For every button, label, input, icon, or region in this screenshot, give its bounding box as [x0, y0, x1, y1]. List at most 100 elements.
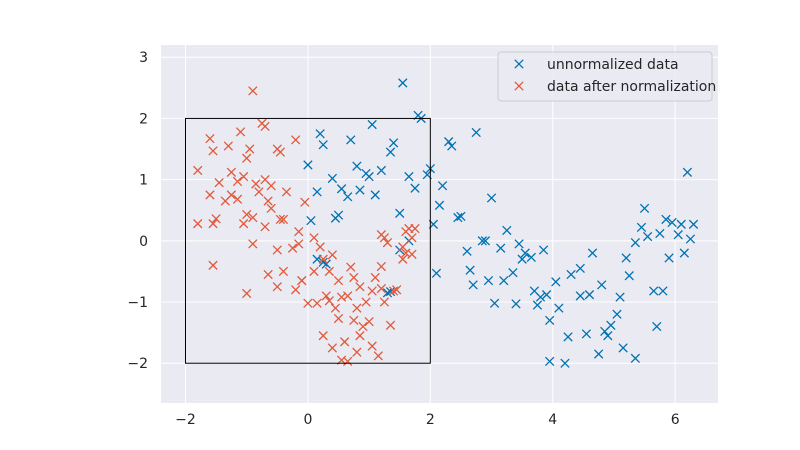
normalized-point	[355, 331, 365, 341]
unnormalized-point	[306, 215, 316, 226]
unnormalized-point	[688, 219, 699, 229]
normalized-point	[343, 356, 353, 367]
unnormalized-point	[520, 248, 530, 258]
unnormalized-point	[575, 263, 585, 274]
normalized-point	[232, 194, 243, 204]
normalized-point	[260, 222, 270, 232]
unnormalized-point	[410, 183, 420, 193]
x-tick-label: 6	[671, 412, 680, 428]
normalized-point	[364, 316, 374, 327]
normalized-point	[318, 331, 328, 341]
normalized-point	[290, 285, 301, 295]
unnormalized-point	[483, 275, 494, 286]
normalized-point	[205, 190, 215, 200]
unnormalized-point	[327, 173, 338, 184]
legend-markers	[514, 59, 524, 91]
normalized-point	[248, 86, 258, 96]
unnormalized-point	[667, 217, 677, 228]
unnormalized-point	[468, 280, 478, 290]
unnormalized-point	[489, 298, 500, 308]
normalized-point	[373, 351, 383, 361]
unnormalized-point	[649, 286, 659, 296]
normalized-point	[309, 266, 319, 277]
normalized-point	[333, 275, 344, 286]
normalized-point	[309, 233, 319, 243]
normalized-point	[272, 245, 282, 255]
unnormalized-point	[584, 290, 595, 300]
normalized-point	[382, 238, 393, 248]
unnormalized-point	[385, 286, 396, 297]
unnormalized-point	[465, 265, 475, 275]
normalized-point	[214, 178, 224, 188]
unnormalized-point	[453, 212, 463, 223]
normalized-point	[385, 320, 396, 330]
normalized-point	[349, 272, 359, 283]
unnormalized-point	[541, 290, 552, 300]
tick-labels: −2 0 2 4 6 −2 −1 0 1 2 3	[127, 50, 679, 428]
unnormalized-point	[545, 315, 555, 326]
x-tick-label: 4	[548, 412, 557, 428]
unnormalized-point	[346, 135, 356, 145]
normalized-point	[343, 291, 353, 301]
unnormalized-point	[560, 358, 570, 368]
normalized-point	[193, 165, 203, 176]
normalized-point	[391, 285, 402, 295]
unnormalized-point	[538, 245, 549, 255]
normalized-point	[376, 283, 387, 294]
normalized-point	[321, 291, 331, 301]
normalized-point	[333, 313, 344, 324]
unnormalized-point	[318, 140, 328, 150]
normalized-point	[303, 298, 313, 308]
unnormalized-point	[431, 268, 442, 278]
normalized-point	[260, 121, 270, 132]
normalized-point	[318, 254, 328, 264]
normalized-point	[275, 147, 286, 157]
normalized-point	[278, 266, 289, 277]
normalized-point	[266, 203, 276, 214]
normalized-point	[275, 214, 286, 225]
normalized-point	[208, 219, 218, 229]
normalized-point	[226, 190, 237, 200]
unnormalized-point	[581, 329, 592, 339]
y-tick-label: 0	[139, 234, 148, 250]
unnormalized-point	[496, 243, 506, 253]
normalized-point	[367, 286, 377, 296]
unnormalized-point	[471, 127, 481, 138]
unnormalized-point	[587, 248, 598, 258]
normalized-point	[211, 214, 221, 224]
normalized-point	[223, 141, 233, 151]
normalized-point	[324, 266, 334, 277]
legend-frame	[497, 51, 713, 102]
unnormalized-point	[511, 299, 521, 309]
normalized-point	[272, 282, 282, 292]
normalized-point	[248, 212, 258, 223]
normalized-point	[226, 167, 237, 177]
unnormalized-point	[502, 225, 512, 236]
unnormalized-point	[456, 211, 466, 222]
normalized-point	[193, 219, 203, 229]
unnormalized-point	[508, 267, 518, 278]
unnormalized-point	[486, 193, 497, 203]
unnormalized-point	[551, 277, 561, 287]
normalized-point	[263, 196, 273, 206]
data-markers	[193, 78, 699, 368]
x-tick-label: 2	[426, 412, 435, 428]
normalized-point	[327, 250, 338, 260]
normalized-point	[367, 341, 377, 351]
normalized-point	[263, 269, 273, 280]
y-tick-label: 1	[139, 173, 148, 189]
unnormalized-point	[480, 236, 491, 246]
normalized-point	[361, 297, 371, 307]
normalized-point	[242, 153, 252, 163]
y-tick-label: −1	[127, 295, 148, 311]
normalized-point	[398, 254, 408, 264]
unnormalized-point	[343, 192, 353, 202]
unnormalized-point	[367, 119, 377, 130]
y-tick-label: −2	[127, 356, 148, 372]
legend-marker-unnormalized	[514, 59, 524, 69]
unnormalized-point	[526, 252, 536, 263]
unnormalized-point	[630, 238, 641, 248]
normalized-point	[287, 243, 298, 253]
